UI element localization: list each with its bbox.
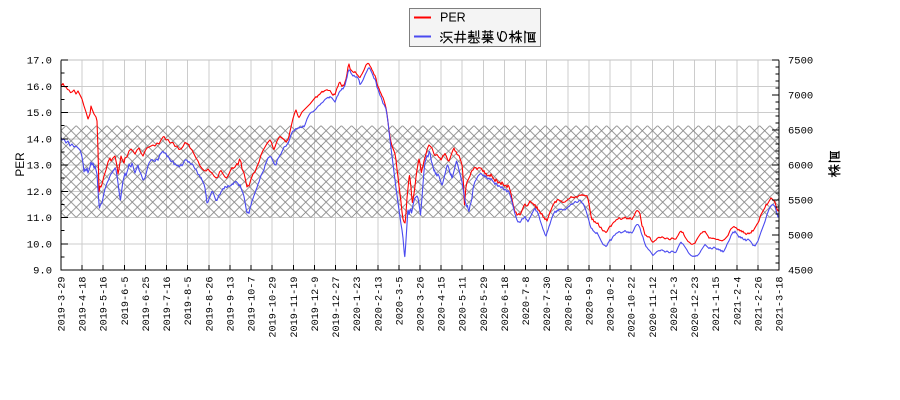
svg-text:10.0: 10.0 (27, 239, 52, 251)
svg-text:2021-1-15: 2021-1-15 (712, 277, 723, 332)
svg-text:2020-12-3: 2020-12-3 (670, 277, 681, 332)
svg-text:2020-10-2: 2020-10-2 (607, 277, 618, 332)
svg-text:2020-1-23: 2020-1-23 (353, 277, 364, 332)
svg-text:2019-12-9: 2019-12-9 (311, 277, 322, 332)
svg-text:5000: 5000 (788, 231, 813, 243)
svg-text:2019-5-16: 2019-5-16 (100, 277, 111, 332)
svg-text:2020-11-12: 2020-11-12 (649, 277, 660, 338)
svg-text:2020-7-8: 2020-7-8 (522, 277, 533, 326)
svg-text:2019-3-29: 2019-3-29 (58, 277, 69, 332)
svg-text:2020-2-13: 2020-2-13 (374, 277, 385, 332)
svg-text:14.0: 14.0 (27, 134, 52, 146)
svg-text:15.0: 15.0 (27, 108, 52, 120)
svg-text:2019-4-18: 2019-4-18 (79, 277, 90, 332)
svg-text:2019-10-7: 2019-10-7 (248, 277, 259, 332)
svg-text:2019-11-19: 2019-11-19 (290, 277, 301, 338)
svg-text:2021-3-18: 2021-3-18 (776, 277, 787, 332)
svg-text:17.0: 17.0 (27, 56, 52, 68)
svg-text:2020-3-5: 2020-3-5 (395, 277, 406, 326)
svg-text:2019-8-26: 2019-8-26 (205, 277, 216, 332)
svg-text:2021-2-4: 2021-2-4 (733, 277, 744, 326)
svg-text:2020-9-9: 2020-9-9 (585, 277, 596, 326)
svg-text:2019-7-16: 2019-7-16 (163, 277, 174, 332)
svg-text:7500: 7500 (788, 56, 813, 68)
svg-text:2020-3-26: 2020-3-26 (417, 277, 428, 332)
svg-text:2020-6-18: 2020-6-18 (501, 277, 512, 332)
svg-text:2020-8-20: 2020-8-20 (564, 277, 575, 332)
svg-text:2019-6-25: 2019-6-25 (142, 277, 153, 332)
svg-text:2019-6-5: 2019-6-5 (121, 277, 132, 326)
svg-text:PER: PER (13, 152, 27, 176)
svg-text:4500: 4500 (788, 266, 813, 278)
svg-text:16.0: 16.0 (27, 82, 52, 94)
svg-text:PER: PER (440, 11, 466, 25)
svg-text:7000: 7000 (788, 91, 813, 103)
svg-text:2019-9-13: 2019-9-13 (226, 277, 237, 332)
svg-text:2020-10-22: 2020-10-22 (628, 277, 639, 338)
svg-text:11.0: 11.0 (27, 213, 52, 225)
svg-text:6500: 6500 (788, 126, 813, 138)
svg-text:2020-4-15: 2020-4-15 (438, 277, 449, 332)
svg-text:12.0: 12.0 (27, 187, 52, 199)
svg-text:2020-5-29: 2020-5-29 (480, 277, 491, 332)
svg-text:5500: 5500 (788, 196, 813, 208)
svg-text:6000: 6000 (788, 161, 813, 173)
svg-text:9.0: 9.0 (33, 266, 52, 278)
svg-text:2019-12-27: 2019-12-27 (332, 277, 343, 338)
svg-text:2021-2-26: 2021-2-26 (754, 277, 765, 332)
svg-text:2019-8-5: 2019-8-5 (184, 277, 195, 326)
svg-text:2020-12-23: 2020-12-23 (691, 277, 702, 338)
svg-text:2020-5-11: 2020-5-11 (459, 277, 470, 332)
svg-text:13.0: 13.0 (27, 161, 52, 173)
svg-text:2020-7-30: 2020-7-30 (543, 277, 554, 332)
svg-text:2019-10-29: 2019-10-29 (269, 277, 280, 338)
